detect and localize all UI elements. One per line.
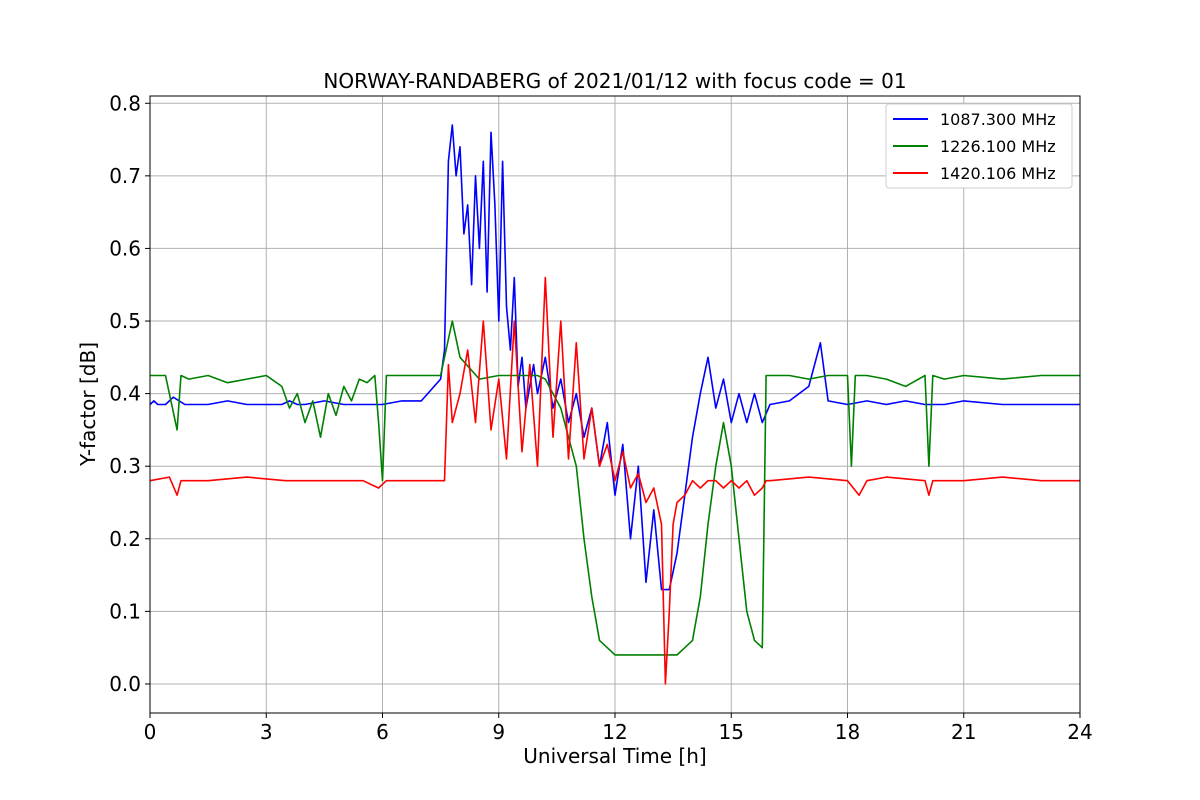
legend-box	[885, 103, 1073, 189]
x-tick-label: 24	[1067, 720, 1092, 744]
y-tick-label: 0.2	[109, 527, 141, 551]
y-axis-label: Y-factor [dB]	[76, 342, 100, 467]
y-tick-label: 0.8	[109, 91, 141, 115]
y-tick-label: 0.3	[109, 454, 141, 478]
y-tick-label: 0.1	[109, 599, 141, 623]
y-axis-ticks: 0.0 0.1 0.2 0.3 0.4 0.5 0.6 0.7 0.8	[109, 91, 150, 696]
x-axis-label: Universal Time [h]	[523, 744, 706, 768]
x-tick-label: 3	[260, 720, 273, 744]
y-tick-label: 0.4	[109, 382, 141, 406]
x-tick-label: 12	[602, 720, 627, 744]
chart-title: NORWAY-RANDABERG of 2021/01/12 with focu…	[323, 69, 906, 93]
series-line-3	[149, 276, 1080, 685]
x-tick-label: 18	[835, 720, 860, 744]
legend-label-2: 1226.100 MHz	[940, 137, 1056, 156]
y-tick-label: 0.5	[109, 309, 141, 333]
y-tick-label: 0.7	[109, 164, 141, 188]
x-tick-label: 9	[492, 720, 505, 744]
x-axis-ticks: 0 3 6 9 12 15 18 21 24	[144, 713, 1093, 744]
x-tick-label: 21	[951, 720, 976, 744]
legend: 1087.300 MHz 1226.100 MHz 1420.106 MHz	[885, 103, 1073, 189]
legend-label-3: 1420.106 MHz	[940, 164, 1056, 183]
x-tick-label: 0	[144, 720, 157, 744]
y-tick-label: 0.6	[109, 236, 141, 260]
x-tick-label: 15	[719, 720, 744, 744]
series-line-2	[150, 320, 1080, 656]
series-line-1	[149, 124, 1080, 591]
y-tick-label: 0.0	[109, 672, 141, 696]
legend-label-1: 1087.300 MHz	[940, 110, 1056, 129]
series-layer	[149, 124, 1080, 685]
x-tick-label: 6	[376, 720, 389, 744]
